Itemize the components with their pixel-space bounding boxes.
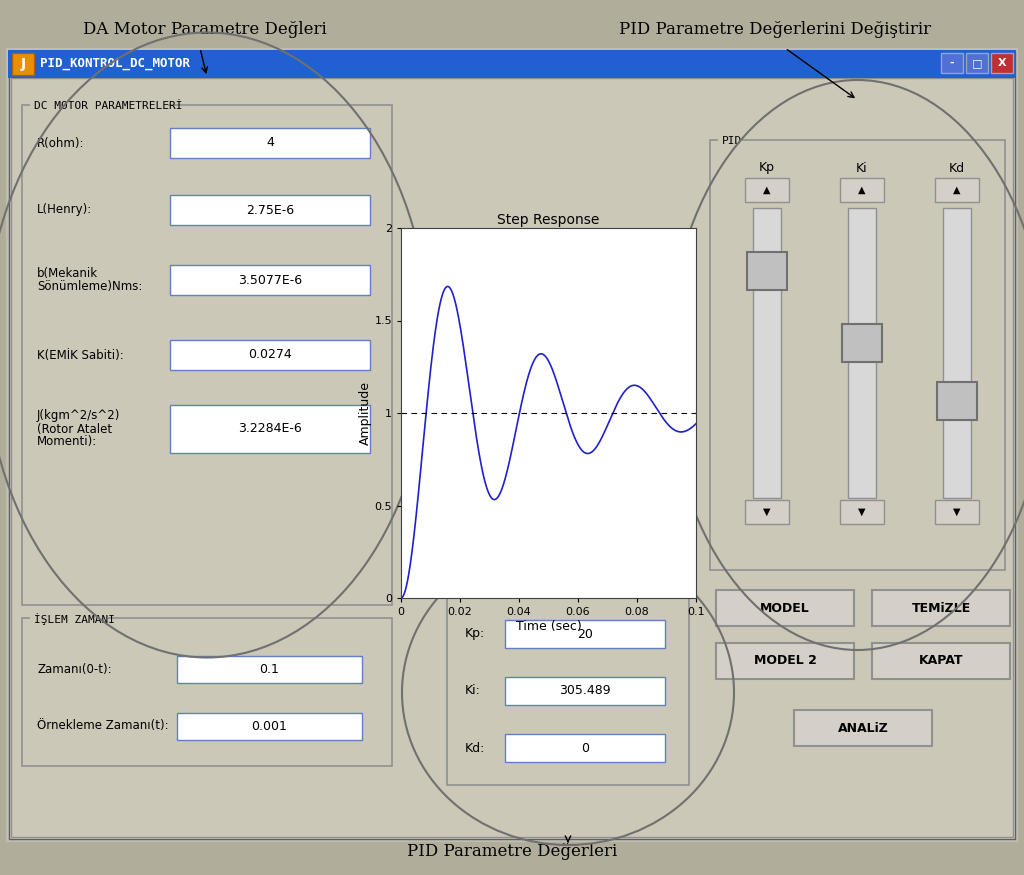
Text: PID Parametre Değerlerini Değiştirir: PID Parametre Değerlerini Değiştirir xyxy=(618,22,931,38)
Text: 20: 20 xyxy=(578,627,593,640)
FancyBboxPatch shape xyxy=(447,590,689,785)
FancyBboxPatch shape xyxy=(12,53,34,75)
Text: PID Parametre Değerleri: PID Parametre Değerleri xyxy=(407,844,617,860)
Title: Step Response: Step Response xyxy=(498,213,600,227)
Text: DC MOTOR PARAMETRELERİ: DC MOTOR PARAMETRELERİ xyxy=(34,101,182,111)
Text: ▼: ▼ xyxy=(953,507,961,517)
Text: ▲: ▲ xyxy=(858,185,865,195)
FancyBboxPatch shape xyxy=(842,324,882,362)
Text: Ki: Ki xyxy=(856,162,867,174)
Text: Örnekleme Zamanı(t):: Örnekleme Zamanı(t): xyxy=(37,719,169,732)
Text: R(ohm):: R(ohm): xyxy=(37,136,85,150)
FancyBboxPatch shape xyxy=(22,105,392,605)
FancyBboxPatch shape xyxy=(872,643,1010,679)
Text: 305.489: 305.489 xyxy=(559,684,610,697)
FancyBboxPatch shape xyxy=(746,251,787,290)
FancyBboxPatch shape xyxy=(745,500,790,524)
X-axis label: Time (sec): Time (sec) xyxy=(516,620,582,633)
FancyBboxPatch shape xyxy=(840,500,884,524)
Text: DA Motor Parametre Değleri: DA Motor Parametre Değleri xyxy=(83,22,327,38)
FancyBboxPatch shape xyxy=(935,178,979,202)
Text: b(Mekanik: b(Mekanik xyxy=(37,267,98,280)
Text: TEMiZLE: TEMiZLE xyxy=(911,601,971,614)
Text: Kp:: Kp: xyxy=(465,627,485,640)
FancyBboxPatch shape xyxy=(505,620,665,648)
Text: KAPAT: KAPAT xyxy=(919,654,964,668)
Text: ▼: ▼ xyxy=(763,507,771,517)
FancyBboxPatch shape xyxy=(505,677,665,705)
FancyBboxPatch shape xyxy=(716,643,854,679)
Text: 2.75E-6: 2.75E-6 xyxy=(246,204,294,216)
FancyBboxPatch shape xyxy=(9,51,1015,839)
Text: ▲: ▲ xyxy=(763,185,771,195)
FancyBboxPatch shape xyxy=(941,53,963,73)
Text: MODEL 2: MODEL 2 xyxy=(754,654,816,668)
FancyBboxPatch shape xyxy=(745,178,790,202)
FancyBboxPatch shape xyxy=(718,135,742,147)
FancyBboxPatch shape xyxy=(11,78,1013,837)
Text: (Rotor Atalet: (Rotor Atalet xyxy=(37,423,112,436)
FancyBboxPatch shape xyxy=(505,734,665,762)
Text: 0.1: 0.1 xyxy=(259,663,280,676)
FancyBboxPatch shape xyxy=(170,195,370,225)
FancyBboxPatch shape xyxy=(177,713,362,740)
Text: 3.2284E-6: 3.2284E-6 xyxy=(239,423,302,436)
Text: Kd: Kd xyxy=(949,162,965,174)
Text: İŞLEM ZAMANI: İŞLEM ZAMANI xyxy=(34,613,115,625)
Text: Ki:: Ki: xyxy=(465,684,481,697)
FancyBboxPatch shape xyxy=(872,590,1010,626)
FancyBboxPatch shape xyxy=(991,53,1013,73)
FancyBboxPatch shape xyxy=(716,590,854,626)
Text: -: - xyxy=(949,58,954,68)
FancyBboxPatch shape xyxy=(177,656,362,683)
Text: MODEL: MODEL xyxy=(760,601,810,614)
Text: Sönümleme)Nms:: Sönümleme)Nms: xyxy=(37,280,142,293)
Text: ANALiZ: ANALiZ xyxy=(838,722,889,734)
FancyBboxPatch shape xyxy=(937,382,977,420)
Text: ▲: ▲ xyxy=(953,185,961,195)
FancyBboxPatch shape xyxy=(8,50,1016,78)
Text: 0.0274: 0.0274 xyxy=(248,348,292,361)
Text: 0: 0 xyxy=(581,741,589,754)
Text: □: □ xyxy=(972,58,982,68)
Text: Momenti):: Momenti): xyxy=(37,436,97,449)
Text: J(kgm^2/s^2): J(kgm^2/s^2) xyxy=(37,410,121,423)
Text: K(EMİK Sabiti):: K(EMİK Sabiti): xyxy=(37,348,124,361)
FancyBboxPatch shape xyxy=(455,585,479,597)
FancyBboxPatch shape xyxy=(30,100,168,112)
FancyBboxPatch shape xyxy=(943,208,971,498)
FancyBboxPatch shape xyxy=(8,50,1016,840)
Text: Kd:: Kd: xyxy=(465,741,485,754)
Text: PID: PID xyxy=(722,136,742,146)
Text: Zamanı(0-t):: Zamanı(0-t): xyxy=(37,662,112,676)
Text: ▼: ▼ xyxy=(858,507,865,517)
FancyBboxPatch shape xyxy=(935,500,979,524)
FancyBboxPatch shape xyxy=(710,140,1005,570)
FancyBboxPatch shape xyxy=(753,208,781,498)
Text: 0.001: 0.001 xyxy=(252,720,288,733)
Text: PID_KONTROL_DC_MOTOR: PID_KONTROL_DC_MOTOR xyxy=(40,58,190,71)
Text: 3.5077E-6: 3.5077E-6 xyxy=(238,274,302,286)
Text: PID: PID xyxy=(459,586,479,596)
FancyBboxPatch shape xyxy=(840,178,884,202)
FancyBboxPatch shape xyxy=(794,710,932,746)
FancyBboxPatch shape xyxy=(170,405,370,453)
Text: X: X xyxy=(997,58,1007,68)
Text: Kp: Kp xyxy=(759,162,775,174)
FancyBboxPatch shape xyxy=(30,613,108,625)
FancyBboxPatch shape xyxy=(22,618,392,766)
FancyBboxPatch shape xyxy=(170,340,370,370)
Y-axis label: Amplitude: Amplitude xyxy=(358,381,372,445)
Text: L(Henry):: L(Henry): xyxy=(37,204,92,216)
FancyBboxPatch shape xyxy=(170,265,370,295)
FancyBboxPatch shape xyxy=(170,128,370,158)
Text: J: J xyxy=(20,57,26,71)
FancyBboxPatch shape xyxy=(966,53,988,73)
Text: 4: 4 xyxy=(266,136,274,150)
FancyBboxPatch shape xyxy=(848,208,876,498)
